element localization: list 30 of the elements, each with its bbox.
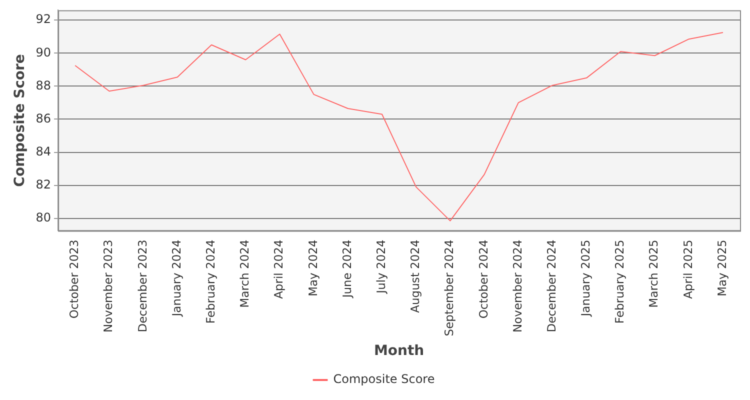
- y-tick-label: 90: [36, 45, 52, 60]
- y-tick-label: 80: [36, 210, 52, 224]
- y-tick-label: 82: [36, 177, 52, 192]
- x-tick-label: March 2025: [646, 240, 661, 308]
- x-tick-label: June 2024: [340, 240, 354, 299]
- x-tick-label: January 2024: [169, 240, 184, 318]
- y-tick-label: 92: [36, 12, 52, 26]
- x-tick-label: December 2024: [544, 240, 558, 332]
- x-tick-label: January 2025: [578, 240, 593, 318]
- legend-label: Composite Score: [333, 372, 435, 386]
- x-tick-label: August 2024: [408, 240, 422, 313]
- x-tick-label: February 2024: [203, 240, 218, 324]
- x-axis-title: Month: [374, 343, 424, 360]
- x-tick-label: December 2023: [135, 240, 150, 332]
- y-tick-label: 88: [36, 78, 52, 92]
- x-tick-label: July 2024: [374, 240, 388, 294]
- x-tick-label: March 2024: [238, 240, 252, 308]
- y-axis-title: Composite Score: [12, 54, 28, 187]
- y-tick-label: 86: [36, 111, 52, 126]
- x-tick-label: October 2023: [67, 240, 82, 319]
- x-tick-label: September 2024: [442, 240, 456, 336]
- x-tick-label: February 2025: [612, 240, 627, 324]
- x-tick-label: April 2025: [680, 240, 695, 299]
- x-tick-label: October 2024: [476, 240, 490, 319]
- y-tick-label: 84: [36, 144, 52, 158]
- x-tick-label: April 2024: [272, 240, 286, 299]
- x-tick-label: May 2025: [714, 240, 729, 296]
- x-tick-label: November 2024: [510, 240, 524, 332]
- x-tick-label: November 2023: [101, 240, 116, 332]
- x-tick-label: May 2024: [306, 240, 320, 296]
